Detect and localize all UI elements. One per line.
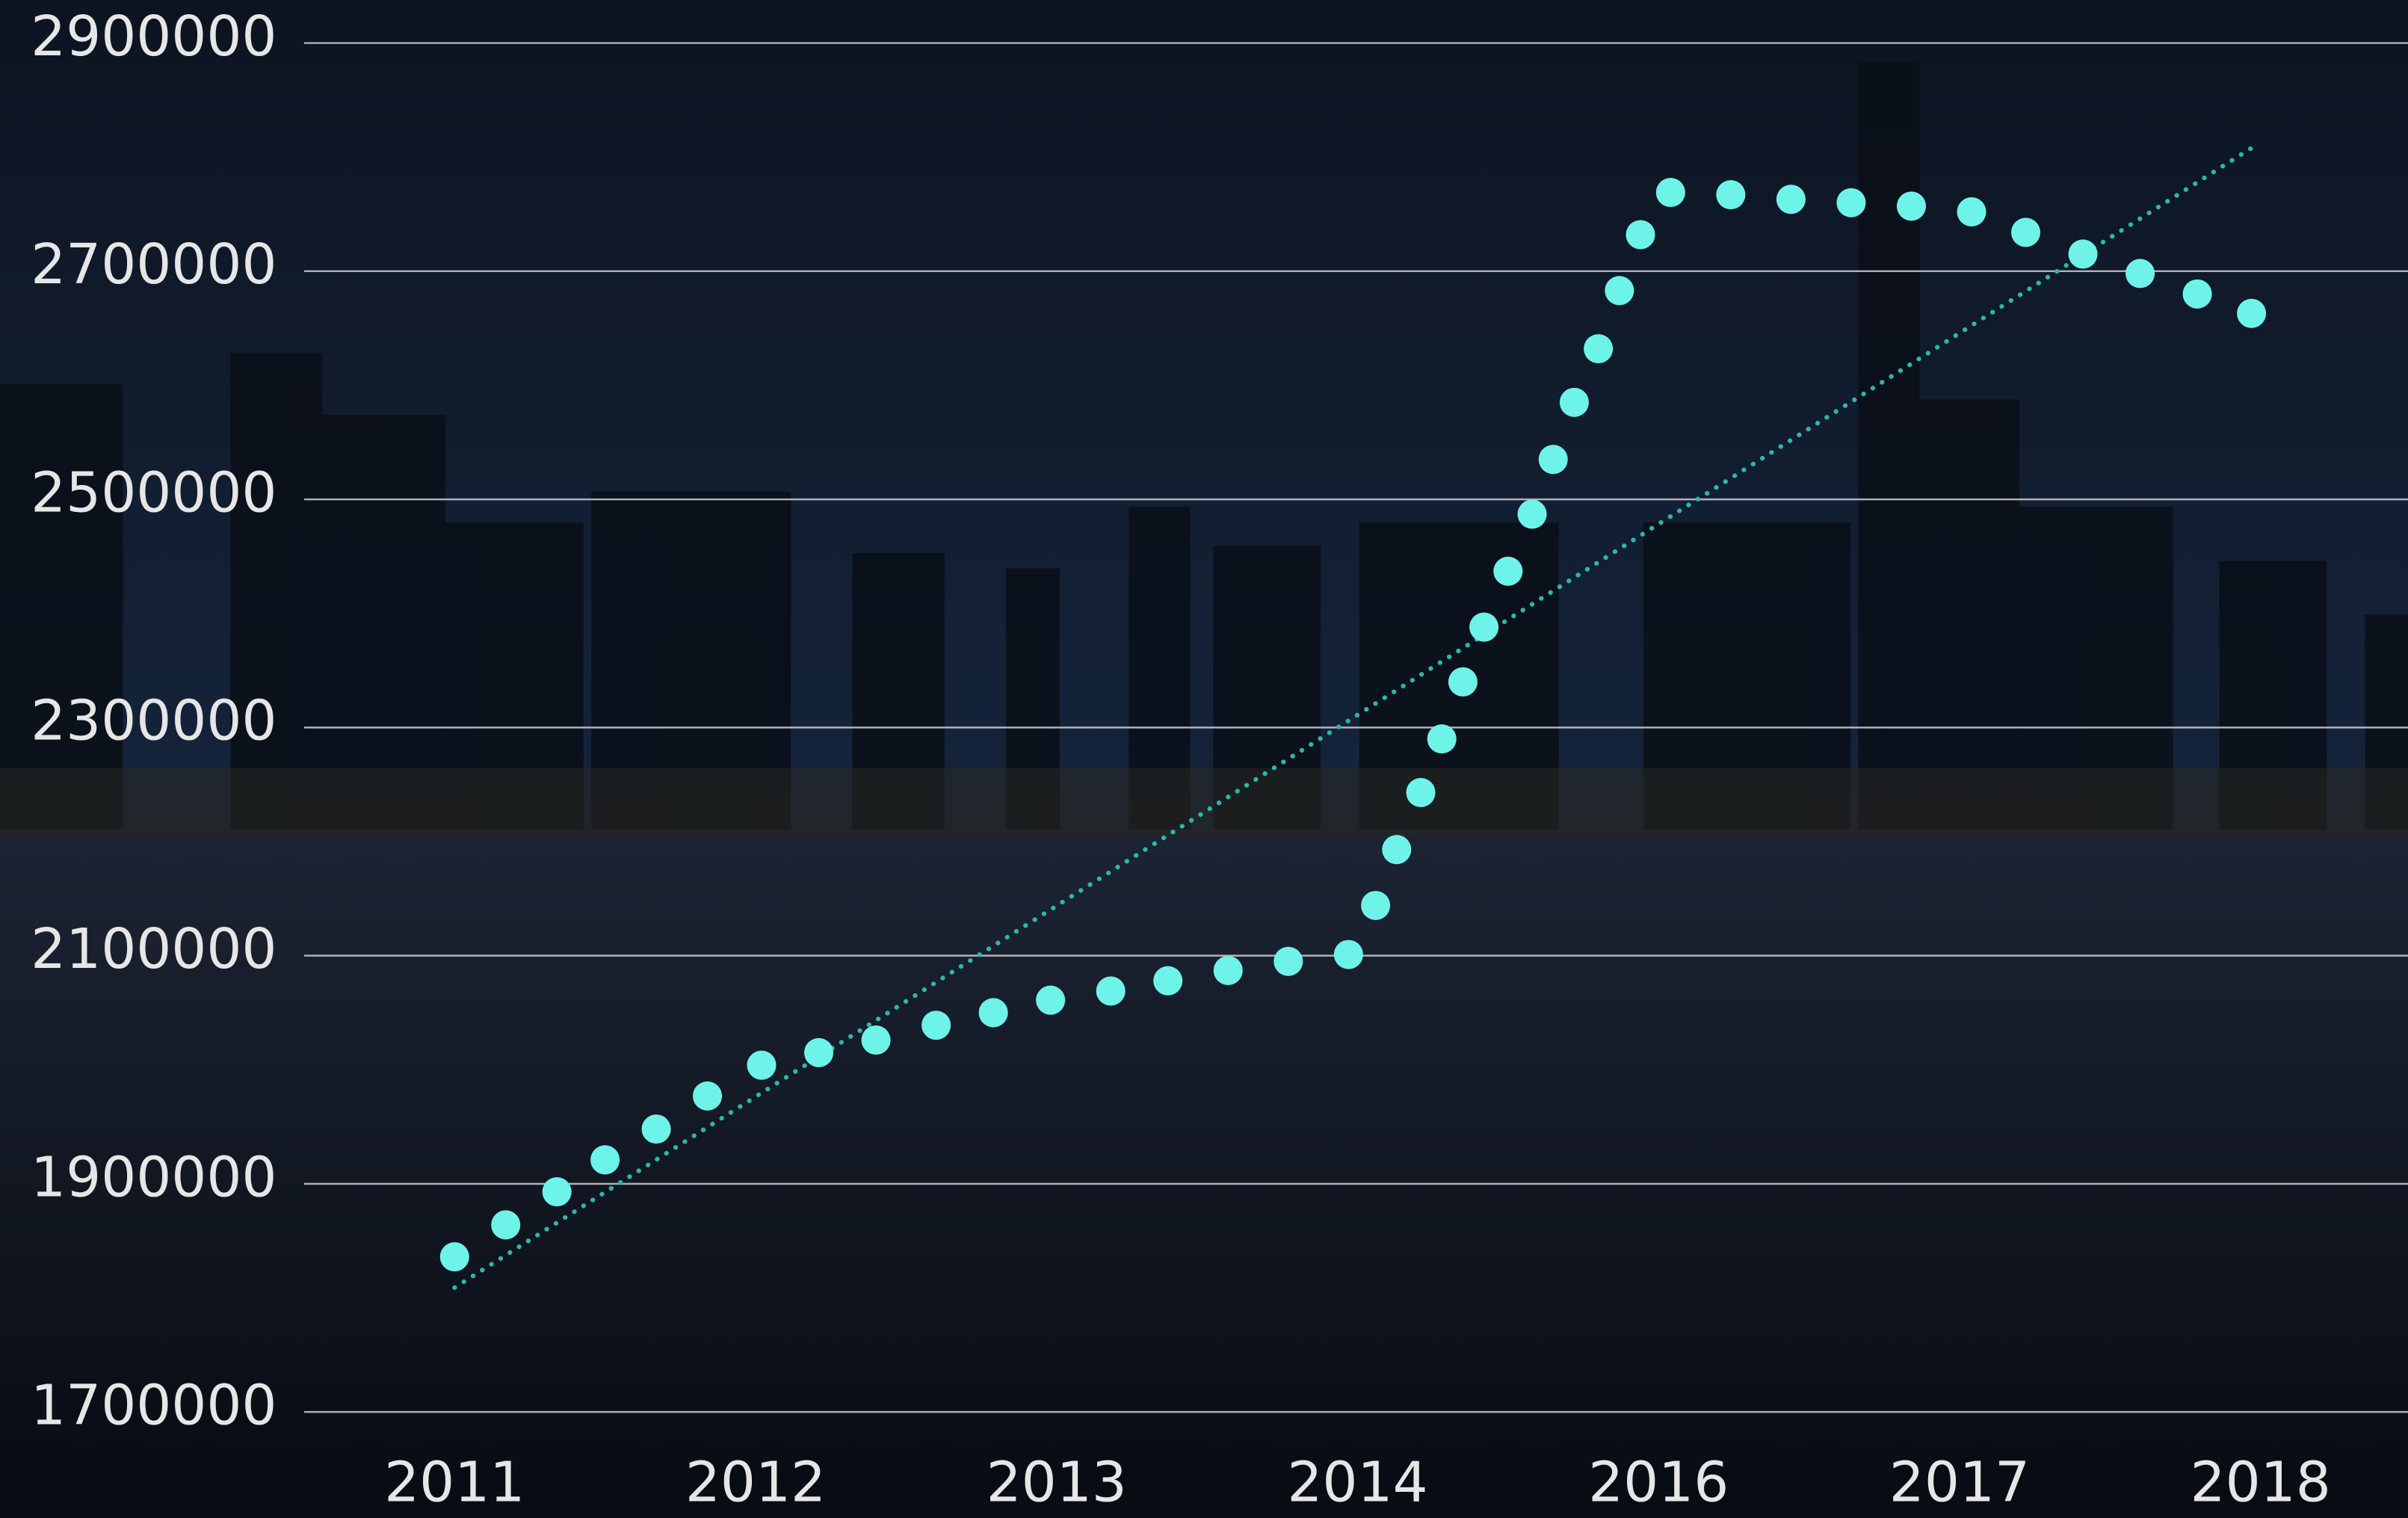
- point: [1214, 956, 1243, 985]
- point: [1716, 180, 1745, 209]
- y-tick-label: 2900000: [31, 4, 277, 69]
- x-tick-label: 2018: [2191, 1450, 2331, 1514]
- point: [1036, 986, 1065, 1015]
- point: [1539, 445, 1568, 474]
- point: [590, 1145, 620, 1174]
- x-tick-label: 2012: [685, 1450, 826, 1514]
- point: [1584, 334, 1613, 363]
- point: [2237, 299, 2266, 328]
- point: [1605, 276, 1634, 305]
- y-tick-label: 2100000: [31, 917, 277, 981]
- shoreline: [0, 768, 2408, 838]
- y-tick-label: 2300000: [31, 689, 277, 753]
- point: [1361, 891, 1390, 920]
- point: [1334, 940, 1363, 969]
- point: [1776, 185, 1806, 214]
- point: [1448, 667, 1478, 697]
- point: [1957, 197, 1986, 226]
- point: [1382, 835, 1411, 864]
- point: [1153, 966, 1182, 996]
- x-tick-label: 2016: [1588, 1450, 1729, 1514]
- point: [1836, 188, 1865, 217]
- page: {"chart_data": {"type": "scatter", "x": …: [0, 0, 2408, 1518]
- point: [2183, 280, 2212, 309]
- point: [2069, 239, 2098, 268]
- point: [747, 1051, 777, 1080]
- point: [543, 1177, 572, 1206]
- x-tick-label: 2014: [1287, 1450, 1427, 1514]
- point: [1096, 976, 1126, 1005]
- x-tick-label: 2013: [987, 1450, 1127, 1514]
- point: [440, 1242, 469, 1271]
- point: [2011, 217, 2040, 247]
- point: [804, 1038, 833, 1067]
- point: [1406, 778, 1435, 807]
- point: [1560, 388, 1589, 417]
- point: [1656, 178, 1685, 207]
- x-tick-label: 2017: [1889, 1450, 2030, 1514]
- point: [1897, 191, 1926, 220]
- point: [1626, 220, 1655, 249]
- chart: 1700000 1900000 2100000 2300000 2500000 27000…: [0, 0, 2408, 1518]
- point: [1274, 947, 1303, 976]
- y-tick-label: 1700000: [31, 1374, 277, 1438]
- point: [979, 998, 1008, 1027]
- point: [1427, 724, 1457, 753]
- x-tick-label: 2011: [384, 1450, 525, 1514]
- point: [1493, 557, 1522, 586]
- y-tick-label: 1900000: [31, 1145, 277, 1209]
- point: [642, 1114, 671, 1144]
- y-tick-label: 2700000: [31, 232, 277, 297]
- point: [2125, 259, 2155, 288]
- point: [1518, 499, 1547, 528]
- point: [491, 1210, 520, 1239]
- point: [921, 1011, 951, 1040]
- y-tick-label: 2500000: [31, 460, 277, 525]
- point: [1469, 613, 1498, 642]
- point: [693, 1082, 722, 1111]
- point: [862, 1025, 891, 1055]
